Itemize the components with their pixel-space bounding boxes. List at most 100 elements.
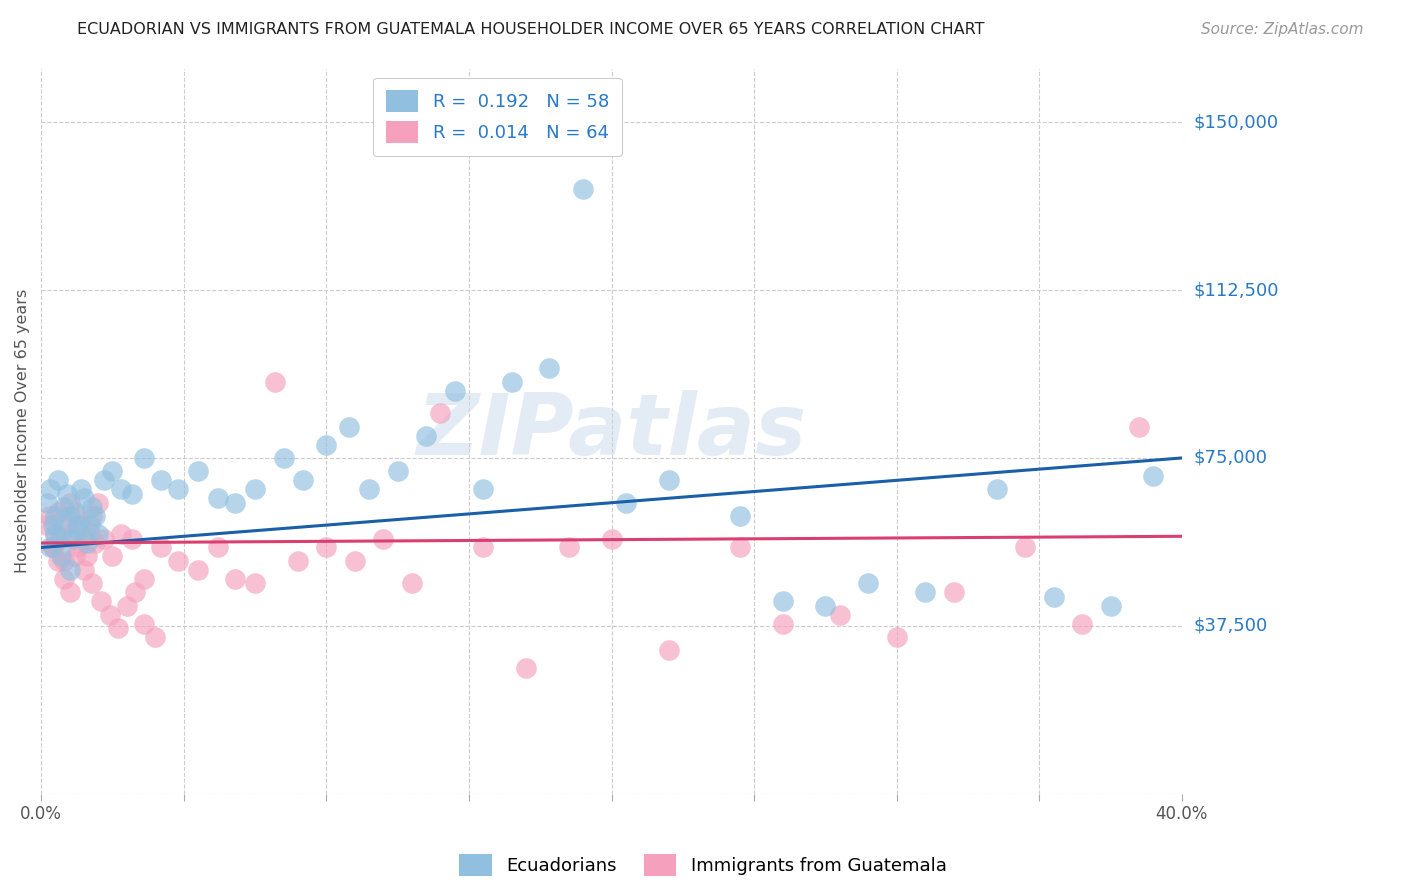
Point: [124, 585, 146, 599]
Point: [76, 549, 98, 564]
Point: [82, 500, 104, 515]
Point: [107, 621, 129, 635]
Point: [59, 585, 82, 599]
Point: [38, 509, 60, 524]
Legend: R =  0.192   N = 58, R =  0.014   N = 64: R = 0.192 N = 58, R = 0.014 N = 64: [373, 78, 621, 156]
Point: [572, 182, 595, 196]
Point: [814, 599, 837, 613]
Legend: Ecuadorians, Immigrants from Guatemala: Ecuadorians, Immigrants from Guatemala: [453, 847, 953, 883]
Point: [35, 496, 58, 510]
Point: [315, 437, 337, 451]
Point: [38, 541, 60, 555]
Point: [65, 549, 87, 564]
Point: [67, 518, 90, 533]
Text: ZIPatlas: ZIPatlas: [416, 390, 807, 473]
Point: [243, 483, 266, 497]
Point: [337, 419, 360, 434]
Point: [942, 585, 965, 599]
Point: [101, 549, 124, 564]
Point: [856, 576, 879, 591]
Point: [537, 361, 560, 376]
Point: [70, 518, 93, 533]
Point: [84, 509, 107, 524]
Point: [149, 473, 172, 487]
Point: [49, 527, 72, 541]
Point: [558, 541, 581, 555]
Point: [62, 532, 84, 546]
Text: $150,000: $150,000: [1194, 113, 1278, 131]
Point: [187, 563, 209, 577]
Point: [46, 554, 69, 568]
Point: [52, 572, 75, 586]
Point: [1071, 616, 1094, 631]
Point: [515, 661, 537, 675]
Point: [886, 630, 908, 644]
Text: $112,500: $112,500: [1194, 281, 1278, 299]
Text: Source: ZipAtlas.com: Source: ZipAtlas.com: [1201, 22, 1364, 37]
Point: [121, 532, 143, 546]
Point: [287, 554, 309, 568]
Point: [59, 496, 82, 510]
Point: [44, 527, 66, 541]
Point: [59, 563, 82, 577]
Point: [373, 532, 395, 546]
Text: ECUADORIAN VS IMMIGRANTS FROM GUATEMALA HOUSEHOLDER INCOME OVER 65 YEARS CORRELA: ECUADORIAN VS IMMIGRANTS FROM GUATEMALA …: [77, 22, 984, 37]
Point: [55, 518, 77, 533]
Point: [728, 541, 751, 555]
Point: [501, 375, 523, 389]
Point: [90, 594, 112, 608]
Point: [1014, 541, 1036, 555]
Point: [73, 563, 96, 577]
Point: [986, 483, 1008, 497]
Point: [121, 487, 143, 501]
Point: [73, 532, 96, 546]
Point: [87, 527, 110, 541]
Point: [167, 554, 190, 568]
Point: [143, 630, 166, 644]
Point: [401, 576, 423, 591]
Point: [828, 607, 851, 622]
Point: [93, 532, 115, 546]
Point: [600, 532, 623, 546]
Point: [614, 496, 637, 510]
Point: [46, 473, 69, 487]
Point: [387, 464, 409, 478]
Point: [914, 585, 936, 599]
Point: [67, 541, 90, 555]
Point: [273, 450, 295, 465]
Point: [207, 491, 229, 506]
Point: [359, 483, 381, 497]
Point: [82, 509, 104, 524]
Point: [101, 464, 124, 478]
Point: [46, 505, 69, 519]
Point: [59, 509, 82, 524]
Point: [149, 541, 172, 555]
Point: [132, 572, 155, 586]
Point: [82, 576, 104, 591]
Point: [65, 505, 87, 519]
Point: [93, 473, 115, 487]
Point: [132, 616, 155, 631]
Point: [35, 518, 58, 533]
Point: [41, 541, 63, 555]
Point: [167, 483, 190, 497]
Point: [224, 496, 246, 510]
Text: $37,500: $37,500: [1194, 616, 1267, 635]
Point: [772, 594, 794, 608]
Point: [772, 616, 794, 631]
Point: [292, 473, 315, 487]
Point: [207, 541, 229, 555]
Point: [73, 491, 96, 506]
Point: [41, 518, 63, 533]
Point: [110, 483, 132, 497]
Y-axis label: Householder Income Over 65 years: Householder Income Over 65 years: [15, 289, 30, 574]
Point: [315, 541, 337, 555]
Point: [76, 536, 98, 550]
Point: [429, 406, 451, 420]
Point: [44, 509, 66, 524]
Point: [65, 509, 87, 524]
Text: $75,000: $75,000: [1194, 449, 1267, 467]
Point: [132, 450, 155, 465]
Point: [472, 483, 495, 497]
Point: [52, 554, 75, 568]
